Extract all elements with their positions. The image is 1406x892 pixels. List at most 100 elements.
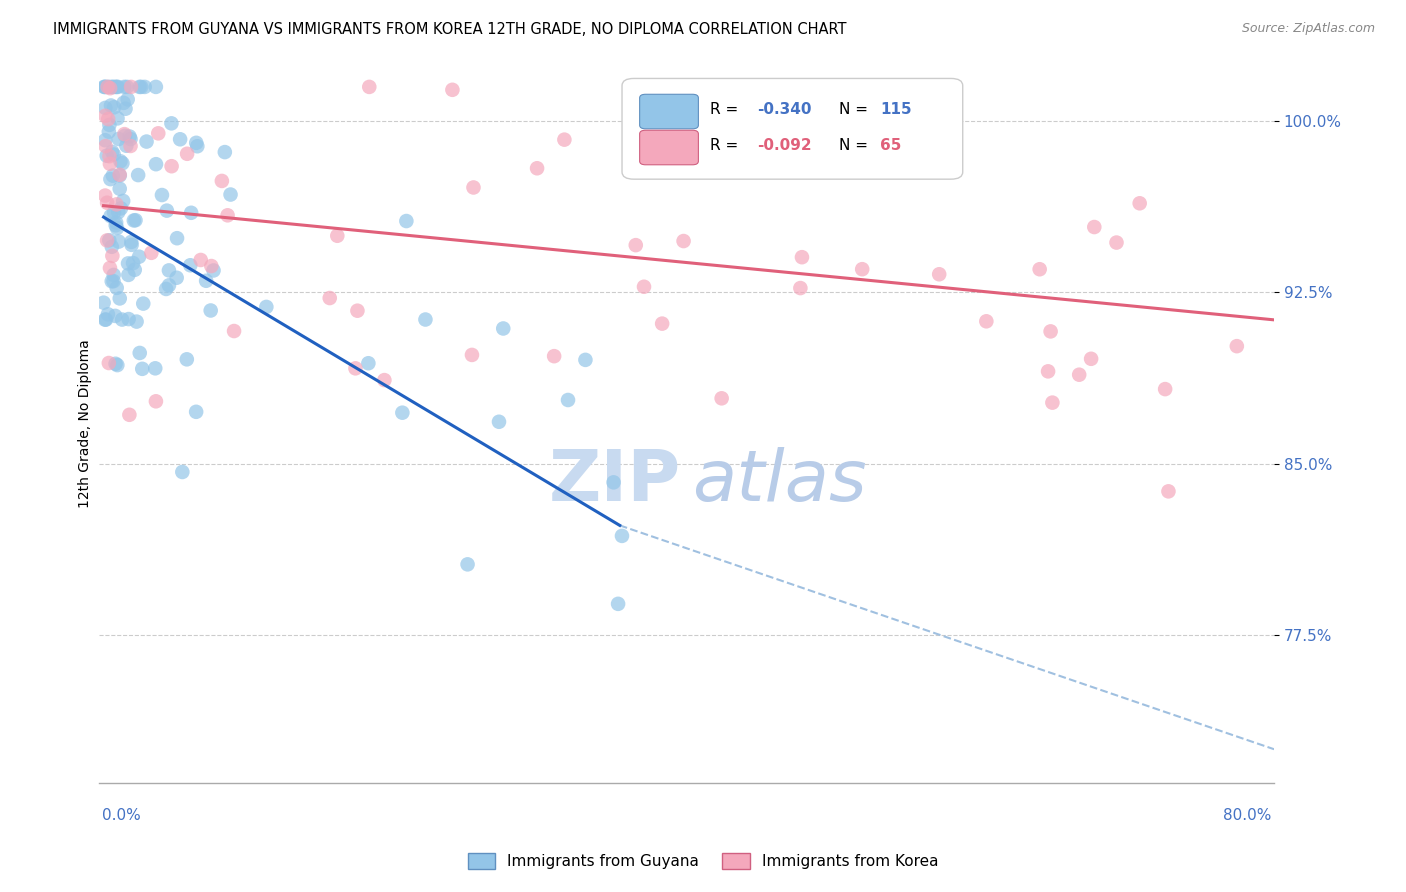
Point — [98, 81, 121, 95]
Point — [157, 263, 180, 277]
Point — [1226, 339, 1249, 353]
Point — [114, 102, 136, 116]
Point — [108, 292, 131, 306]
Point — [222, 324, 245, 338]
Point — [526, 161, 548, 176]
Point — [492, 321, 515, 335]
Point — [326, 228, 349, 243]
Point — [141, 245, 163, 260]
Point — [97, 307, 120, 321]
FancyBboxPatch shape — [640, 95, 699, 128]
Point — [94, 139, 117, 153]
Point — [105, 197, 128, 211]
Point — [219, 187, 242, 202]
Point — [111, 312, 134, 326]
Point — [200, 303, 222, 318]
Point — [395, 214, 418, 228]
Point — [107, 132, 129, 146]
Point — [104, 79, 127, 94]
Point — [107, 235, 129, 249]
Point — [128, 79, 150, 94]
Point — [96, 234, 118, 248]
Point — [114, 128, 136, 143]
Point — [156, 203, 179, 218]
FancyBboxPatch shape — [621, 78, 963, 179]
Point — [112, 194, 135, 208]
Point — [98, 260, 121, 275]
Point — [97, 356, 120, 370]
Point — [624, 238, 647, 252]
Point — [100, 209, 122, 223]
Text: 115: 115 — [880, 102, 912, 117]
Point — [101, 169, 124, 183]
Point — [160, 116, 183, 130]
Point — [1042, 395, 1064, 409]
Point — [120, 79, 142, 94]
Point — [488, 415, 510, 429]
Point — [602, 475, 624, 490]
Point — [211, 174, 233, 188]
Point — [98, 118, 121, 132]
Point — [169, 132, 191, 146]
Point — [120, 139, 142, 153]
Point — [94, 109, 117, 123]
Point — [651, 317, 673, 331]
Point — [851, 262, 873, 277]
Point — [115, 79, 138, 94]
Point — [94, 312, 117, 326]
Point — [110, 202, 132, 216]
Point — [101, 240, 124, 254]
Point — [104, 357, 127, 371]
Point — [105, 281, 128, 295]
Point — [94, 133, 117, 147]
Point — [103, 205, 125, 219]
Point — [104, 309, 127, 323]
Point — [94, 79, 117, 94]
Point — [94, 312, 117, 326]
Point — [214, 145, 236, 160]
Point — [148, 126, 170, 140]
Text: N =: N = — [839, 138, 873, 153]
Point — [145, 394, 167, 409]
Point — [101, 249, 124, 263]
Point — [94, 101, 117, 115]
Text: -0.340: -0.340 — [758, 102, 811, 117]
Point — [97, 79, 120, 94]
Point — [607, 597, 630, 611]
Point — [93, 295, 115, 310]
Point — [186, 136, 208, 150]
Point — [415, 312, 437, 326]
Point — [195, 274, 218, 288]
Point — [1039, 325, 1062, 339]
Point — [145, 157, 167, 171]
Point — [641, 133, 664, 147]
Point — [789, 281, 811, 295]
Point — [166, 231, 188, 245]
Point — [186, 139, 208, 153]
Point — [98, 149, 121, 163]
Point — [129, 79, 152, 94]
Point — [179, 258, 201, 272]
Point — [101, 79, 124, 94]
Point — [107, 112, 129, 126]
Point — [97, 79, 120, 94]
Point — [107, 79, 129, 94]
Point — [134, 79, 156, 94]
Point — [172, 465, 194, 479]
Point — [543, 349, 565, 363]
Point — [1157, 484, 1180, 499]
Point — [96, 149, 118, 163]
Text: ZIP: ZIP — [548, 447, 681, 516]
Point — [928, 267, 950, 281]
Point — [94, 79, 117, 94]
Point — [160, 159, 183, 173]
Point — [166, 270, 188, 285]
Point — [100, 274, 122, 288]
Point — [107, 205, 129, 219]
Point — [115, 138, 138, 153]
Point — [574, 352, 596, 367]
Point — [180, 206, 202, 220]
Point — [104, 218, 127, 232]
Point — [135, 135, 157, 149]
Text: -0.092: -0.092 — [758, 138, 811, 153]
